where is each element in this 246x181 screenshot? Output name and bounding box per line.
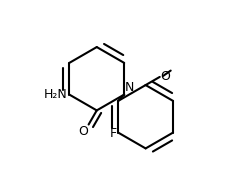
Text: O: O bbox=[78, 125, 88, 138]
Text: O: O bbox=[161, 70, 170, 83]
Text: N: N bbox=[125, 81, 135, 94]
Text: H₂N: H₂N bbox=[44, 88, 67, 101]
Text: F: F bbox=[109, 127, 116, 140]
